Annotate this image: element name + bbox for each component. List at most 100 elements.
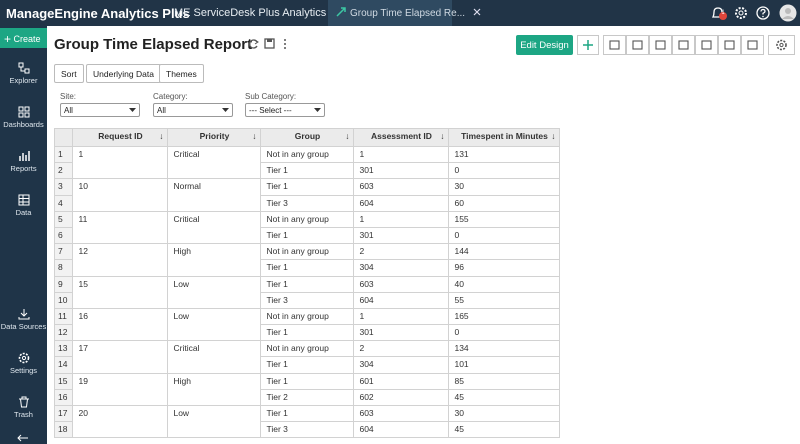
group-cell: Tier 1	[260, 404, 355, 423]
action-button[interactable]	[695, 35, 718, 55]
plus-icon	[583, 40, 593, 50]
table-row: 11 16 Low Not in any group 1 165	[53, 307, 561, 342]
assessment-id-cell: 604	[353, 194, 450, 212]
column-title: Group	[294, 131, 321, 141]
assessment-id-cell: 301	[353, 162, 450, 180]
row-number: 16	[53, 388, 74, 407]
logo[interactable]: ManageEngine Analytics Plus	[6, 6, 190, 21]
row-number: 1	[53, 145, 74, 164]
help-icon[interactable]	[756, 6, 770, 20]
filter-label: Sub Category:	[245, 92, 297, 101]
workspace-tab[interactable]: ME ServiceDesk Plus Analytics - 2	[166, 0, 356, 26]
edit-design-button[interactable]: Edit Design	[516, 35, 573, 55]
add-button[interactable]	[577, 35, 599, 55]
group-cell: Not in any group	[260, 243, 355, 261]
gear-icon	[776, 39, 787, 51]
report-tab[interactable]: Group Time Elapsed Re...	[328, 0, 481, 26]
column-title: Priority	[199, 131, 230, 141]
column-header[interactable]: Timespent in Minutes ↓	[448, 128, 561, 147]
action-icon	[724, 40, 735, 50]
filter-value: All	[157, 106, 166, 115]
row-number: 4	[53, 194, 74, 212]
settings-icon[interactable]	[734, 6, 748, 20]
timespent-cell: 85	[448, 372, 561, 390]
assessment-id-cell: 301	[353, 324, 450, 342]
action-button[interactable]	[603, 35, 626, 55]
nav-trash[interactable]: Trash	[0, 396, 47, 419]
request-id-cell: 11	[72, 210, 169, 245]
timespent-cell: 101	[448, 356, 561, 374]
bell-icon[interactable]	[710, 5, 728, 21]
column-title: Assessment ID	[370, 131, 432, 141]
action-button[interactable]	[741, 35, 764, 55]
assessment-id-cell: 603	[353, 275, 450, 293]
row-number: 7	[53, 243, 74, 261]
action-button[interactable]	[626, 35, 649, 55]
priority-cell: Critical	[167, 340, 262, 374]
nav-label: Explorer	[9, 76, 38, 85]
filter-select[interactable]: --- Select ---	[245, 103, 325, 117]
row-number: 14	[53, 356, 74, 374]
priority-cell: Normal	[167, 178, 262, 212]
sort-arrow[interactable]: ↓	[345, 131, 350, 141]
table-row: 13 17 Critical Not in any group 2 134	[53, 340, 561, 374]
timespent-cell: 40	[448, 275, 561, 293]
toolbar-button[interactable]: Underlying Data	[86, 64, 161, 83]
group-cell: Tier 1	[260, 324, 355, 342]
action-button[interactable]	[718, 35, 741, 55]
table-row: 9 15 Low Tier 1 603 40	[53, 275, 561, 309]
nav-icon	[18, 106, 29, 118]
title-actions[interactable]	[248, 38, 292, 50]
table-row: 17 20 Low Tier 1 603 30	[53, 404, 561, 439]
assessment-id-cell: 304	[353, 259, 450, 277]
table-row: 5 11 Critical Not in any group 1 155	[53, 210, 561, 245]
settings-button[interactable]	[768, 35, 795, 55]
filter-select[interactable]: All	[60, 103, 140, 117]
tab-label: ME ServiceDesk Plus Analytics - 2	[174, 7, 343, 19]
request-id-cell: 10	[72, 178, 169, 212]
nav-data[interactable]: Data	[0, 194, 47, 217]
column-header[interactable]: Group ↓	[260, 128, 355, 147]
priority-cell: Critical	[167, 210, 262, 245]
row-number: 11	[53, 307, 74, 326]
timespent-cell: 30	[448, 178, 561, 196]
nav-explorer[interactable]: Explorer	[0, 62, 47, 85]
nav-reports[interactable]: Reports	[0, 150, 47, 173]
nav-icon	[18, 352, 29, 364]
group-cell: Tier 1	[260, 356, 355, 374]
group-cell: Tier 1	[260, 178, 355, 196]
column-title: Timespent in Minutes	[461, 131, 548, 141]
nav-label: Settings	[9, 366, 38, 375]
create-button[interactable]: + Create	[0, 28, 47, 48]
column-header[interactable]: Assessment ID ↓	[353, 128, 450, 147]
table-row: 12 Tier 1 301 0	[53, 324, 561, 342]
sort-arrow[interactable]: ↓	[440, 131, 445, 141]
action-button[interactable]	[672, 35, 695, 55]
nav-data-sources[interactable]: Data Sources	[0, 308, 47, 331]
action-button[interactable]	[649, 35, 672, 55]
table-row: 10 Tier 3 604 55	[53, 291, 561, 309]
toolbar-button[interactable]: Sort	[54, 64, 84, 83]
assessment-id-cell: 601	[353, 372, 450, 390]
filter-value: All	[64, 106, 73, 115]
row-number: 10	[53, 291, 74, 309]
assessment-id-cell: 1	[353, 210, 450, 228]
column-header[interactable]: Request ID ↓	[72, 128, 169, 147]
notification-badge: 1	[721, 10, 725, 16]
nav-settings[interactable]: Settings	[0, 352, 47, 375]
close-icon[interactable]	[473, 8, 481, 16]
request-id-cell: 1	[72, 145, 169, 180]
toolbar-button[interactable]: Themes	[159, 64, 204, 83]
table-row: 14 Tier 1 304 101	[53, 356, 561, 374]
avatar[interactable]	[779, 4, 797, 22]
nav-label: Reports	[10, 164, 37, 173]
timespent-cell: 0	[448, 226, 561, 245]
sort-arrow[interactable]: ↓	[252, 131, 257, 141]
timespent-cell: 165	[448, 307, 561, 326]
nav-dashboards[interactable]: Dashboards	[0, 106, 47, 129]
sort-arrow[interactable]: ↓	[551, 131, 556, 141]
filter-select[interactable]: All	[153, 103, 233, 117]
sort-arrow[interactable]: ↓	[159, 131, 164, 141]
collapse-icon[interactable]	[17, 434, 29, 442]
column-header[interactable]: Priority ↓	[167, 128, 262, 147]
